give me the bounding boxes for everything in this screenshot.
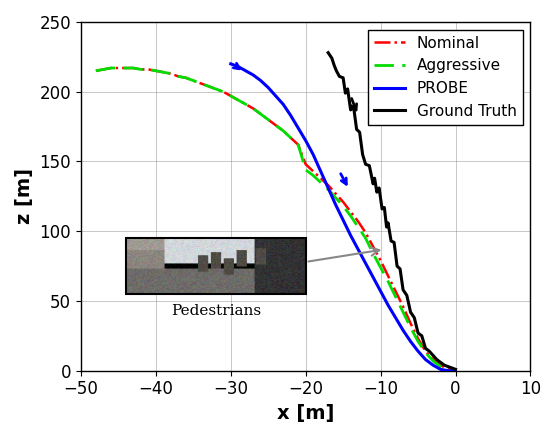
Legend: Nominal, Aggressive, PROBE, Ground Truth: Nominal, Aggressive, PROBE, Ground Truth — [368, 30, 523, 125]
Text: Pedestrians: Pedestrians — [171, 304, 261, 318]
Bar — [126, 238, 306, 294]
X-axis label: x [m]: x [m] — [277, 404, 334, 423]
Y-axis label: z [m]: z [m] — [15, 168, 34, 224]
